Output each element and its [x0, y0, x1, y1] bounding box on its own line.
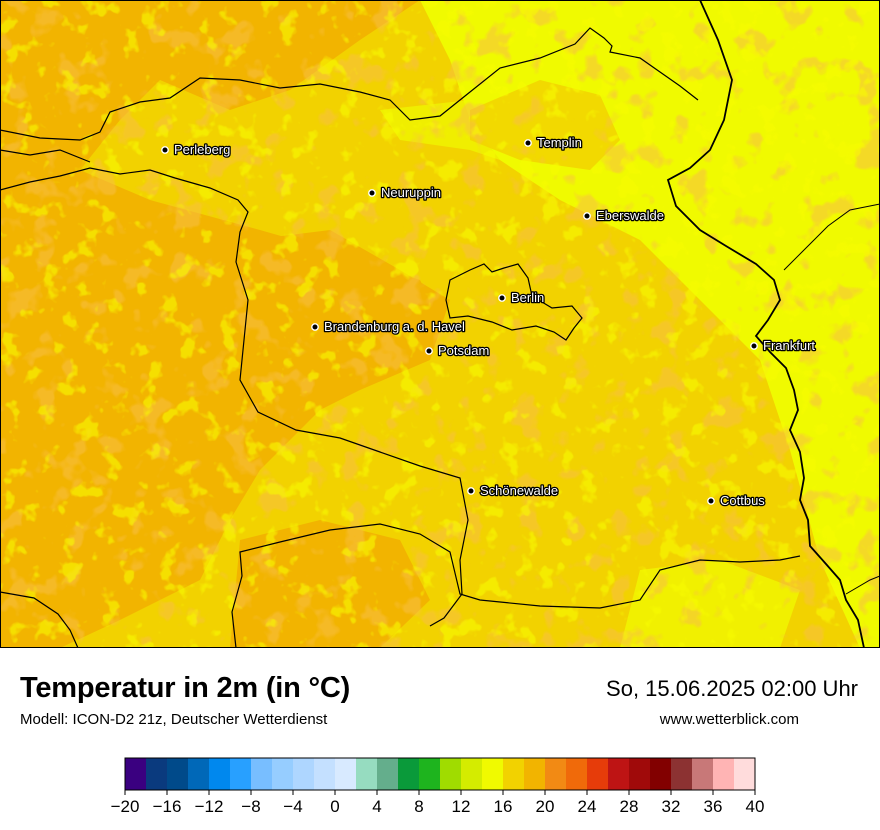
legend-tick-label: 20	[536, 797, 555, 816]
legend-tick-label: 0	[330, 797, 339, 816]
legend-ticks: −20 −16 −12 −8 −4 0 4 8 12 16 20 24 28 32 36 40	[111, 790, 765, 816]
city-label: Frankfurt	[763, 338, 815, 353]
city-label: Schönewalde	[480, 483, 558, 498]
city-dot	[583, 212, 591, 220]
legend-tick-label: 16	[494, 797, 513, 816]
poland-admin-border	[783, 203, 880, 595]
legend-tick-label: −4	[283, 797, 302, 816]
legend-swatch	[734, 758, 756, 790]
city-label: Cottbus	[720, 493, 765, 508]
website-link[interactable]: www.wetterblick.com	[659, 711, 799, 728]
legend-swatch	[545, 758, 567, 790]
legend-tick-label: −20	[111, 797, 140, 816]
legend-swatch	[293, 758, 315, 790]
city-label: Berlin	[511, 290, 544, 305]
legend-swatch	[671, 758, 693, 790]
city-label: Perleberg	[174, 142, 230, 157]
legend-border	[124, 757, 756, 791]
city-potsdam: Potsdam	[425, 342, 491, 359]
legend-swatch	[440, 758, 462, 790]
legend-swatch	[167, 758, 189, 790]
temperature-legend: −20 −16 −12 −8 −4 0 4 8 12 16 20 24 28 32 36 40	[111, 757, 765, 816]
legend-swatch	[650, 758, 672, 790]
national-border	[666, 0, 865, 648]
legend-swatch	[524, 758, 546, 790]
city-cottbus: Cottbus	[707, 492, 767, 509]
city-markers: Perleberg Templin Neuruppin Eberswalde Berli…	[161, 134, 817, 509]
city-dot	[707, 497, 715, 505]
legend-swatch	[314, 758, 336, 790]
legend-swatch	[335, 758, 357, 790]
city-dot	[425, 347, 433, 355]
city-dot	[368, 189, 376, 197]
legend-tick-label: 12	[452, 797, 471, 816]
legend-tick-label: 8	[414, 797, 423, 816]
city-dot	[524, 139, 532, 147]
legend-swatch	[629, 758, 651, 790]
legend-swatch	[188, 758, 210, 790]
legend-tick-label: 40	[746, 797, 765, 816]
legend-swatch	[377, 758, 399, 790]
legend-tick-label: −8	[241, 797, 260, 816]
city-dot	[750, 342, 758, 350]
city-eberswalde: Eberswalde	[583, 207, 665, 224]
state-border-north	[0, 27, 699, 141]
legend-tick-label: −12	[195, 797, 224, 816]
city-label: Potsdam	[438, 343, 489, 358]
state-border-west	[0, 167, 469, 627]
legend-swatch	[209, 758, 231, 790]
city-neuruppin: Neuruppin	[368, 184, 442, 201]
legend-swatch	[272, 758, 294, 790]
legend-swatch	[251, 758, 273, 790]
legend-swatch	[125, 758, 147, 790]
legend-swatch	[146, 758, 168, 790]
city-dot	[467, 487, 475, 495]
city-label: Brandenburg a. d. Havel	[324, 319, 465, 334]
forecast-datetime: So, 15.06.2025 02:00 Uhr	[606, 676, 858, 701]
city-label: Neuruppin	[381, 185, 441, 200]
legend-swatch	[566, 758, 588, 790]
city-frankfurt: Frankfurt	[750, 337, 817, 354]
city-label: Eberswalde	[596, 208, 664, 223]
city-label: Templin	[537, 135, 582, 150]
legend-swatch	[713, 758, 735, 790]
legend-tick-label: 4	[372, 797, 381, 816]
legend-swatch	[692, 758, 714, 790]
legend-swatches	[124, 757, 756, 791]
temperature-map: Perleberg Templin Neuruppin Eberswalde Berli…	[0, 0, 880, 648]
state-border-left-upper	[0, 149, 91, 163]
city-templin: Templin	[524, 134, 583, 151]
city-dot	[498, 294, 506, 302]
legend-tick-label: 36	[704, 797, 723, 816]
city-schönewalde: Schönewalde	[467, 482, 559, 499]
model-source: Modell: ICON-D2 21z, Deutscher Wetterdie…	[20, 711, 328, 728]
state-border-south	[231, 523, 801, 648]
legend-swatch	[461, 758, 483, 790]
city-brandenburg-a-d-havel: Brandenburg a. d. Havel	[311, 318, 466, 335]
city-berlin: Berlin	[498, 289, 546, 306]
state-border-sw	[0, 591, 79, 648]
legend-swatch	[482, 758, 504, 790]
legend-swatch	[608, 758, 630, 790]
legend-tick-label: −16	[153, 797, 182, 816]
legend-tick-label: 28	[620, 797, 639, 816]
city-dot	[311, 323, 319, 331]
legend-swatch	[587, 758, 609, 790]
legend-swatch	[230, 758, 252, 790]
legend-swatch	[419, 758, 441, 790]
city-perleberg: Perleberg	[161, 141, 232, 158]
legend-tick-label: 24	[578, 797, 597, 816]
field-cool-spots	[0, 0, 880, 648]
legend-tick-label: 32	[662, 797, 681, 816]
legend-swatch	[356, 758, 378, 790]
berlin-border	[445, 263, 583, 341]
city-dot	[161, 146, 169, 154]
legend-swatch	[398, 758, 420, 790]
legend-swatch	[503, 758, 525, 790]
map-title: Temperatur in 2m (in °C)	[20, 672, 351, 704]
